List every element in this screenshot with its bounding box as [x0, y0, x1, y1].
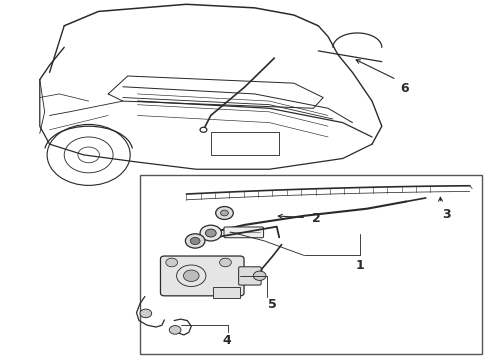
Circle shape [205, 229, 216, 237]
Text: 6: 6 [400, 82, 409, 95]
Bar [213, 287, 240, 298]
Circle shape [220, 258, 231, 267]
Text: 2: 2 [313, 212, 321, 225]
Circle shape [220, 210, 228, 216]
Bar [211, 132, 279, 155]
FancyBboxPatch shape [160, 256, 244, 296]
Text: 4: 4 [222, 334, 231, 347]
Circle shape [169, 325, 181, 334]
Circle shape [185, 234, 205, 248]
Bar [140, 175, 482, 354]
Circle shape [253, 271, 266, 280]
Circle shape [200, 127, 207, 132]
Text: 5: 5 [269, 298, 277, 311]
Circle shape [200, 225, 221, 241]
Text: 1: 1 [355, 259, 364, 272]
FancyBboxPatch shape [224, 227, 264, 238]
Circle shape [190, 237, 200, 244]
FancyBboxPatch shape [239, 267, 261, 285]
Circle shape [183, 270, 199, 282]
Text: 3: 3 [442, 208, 451, 221]
Circle shape [140, 309, 152, 318]
Circle shape [216, 207, 233, 220]
Circle shape [166, 258, 177, 267]
